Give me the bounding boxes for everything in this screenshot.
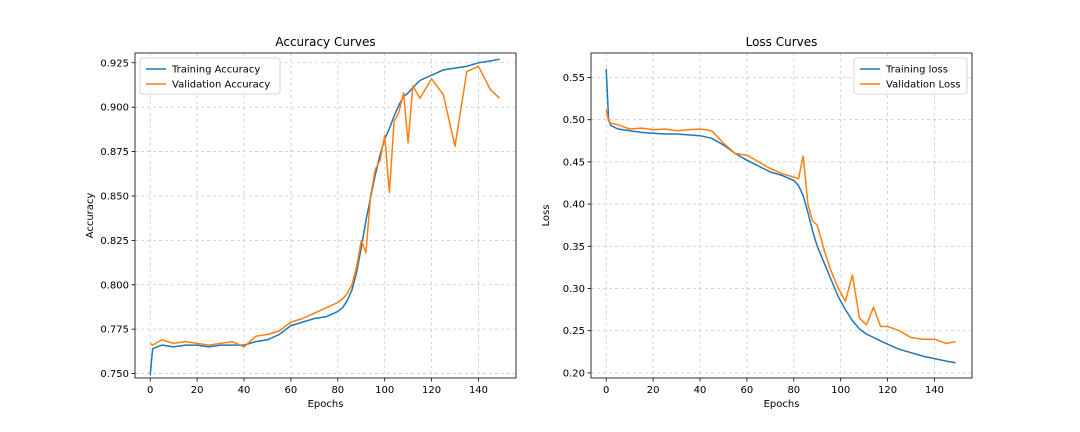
accuracy-y-tick-label: 0.850 [100, 191, 129, 202]
accuracy-y-tick-label: 0.925 [100, 58, 129, 69]
loss-y-tick-label: 0.55 [563, 73, 585, 84]
loss-x-tick-label: 40 [694, 385, 707, 396]
accuracy-x-tick-label: 40 [238, 385, 251, 396]
accuracy-x-tick-label: 140 [469, 385, 488, 396]
accuracy-x-tick-label: 120 [422, 385, 441, 396]
accuracy-y-tick-label: 0.875 [100, 147, 129, 158]
accuracy-legend-label: Validation Accuracy [172, 80, 270, 91]
accuracy-x-tick-label: 100 [375, 385, 394, 396]
accuracy-y-tick-label: 0.750 [100, 369, 129, 380]
loss-y-tick-label: 0.50 [563, 115, 585, 126]
accuracy-x-axis-label: Epochs [308, 399, 344, 410]
loss-x-tick-label: 20 [647, 385, 660, 396]
loss-x-axis-label: Epochs [764, 399, 800, 410]
accuracy-x-tick-label: 60 [285, 385, 298, 396]
loss-legend-label: Validation Loss [886, 80, 961, 91]
loss-x-tick-label: 60 [741, 385, 754, 396]
loss-x-tick-label: 140 [925, 385, 944, 396]
loss-series-training-line [605, 68, 956, 364]
loss-legend: Training loss Validation Loss [853, 57, 968, 95]
accuracy-legend-box [139, 57, 281, 95]
loss-axes-frame [590, 52, 973, 379]
loss-x-tick-label: 100 [831, 385, 850, 396]
accuracy-y-tick-label: 0.800 [100, 280, 129, 291]
loss-x-tick-label: 0 [603, 385, 609, 396]
accuracy-legend: Training Accuracy Validation Accuracy [139, 57, 281, 95]
accuracy-y-tick-label: 0.900 [100, 103, 129, 114]
loss-y-tick-label: 0.20 [563, 368, 585, 379]
accuracy-y-tick-label: 0.775 [100, 325, 129, 336]
loss-y-tick-label: 0.45 [563, 157, 585, 168]
accuracy-chart-title: Accuracy Curves [275, 35, 375, 49]
loss-y-tick-label: 0.25 [563, 326, 585, 337]
loss-y-tick-label: 0.35 [563, 242, 585, 253]
accuracy-series-training-line [149, 58, 500, 376]
loss-legend-box [853, 57, 968, 95]
accuracy-legend-label: Training Accuracy [171, 65, 260, 76]
accuracy-axes-frame [134, 52, 517, 379]
loss-x-tick-label: 120 [878, 385, 897, 396]
accuracy-x-tick-label: 80 [331, 385, 344, 396]
accuracy-series-validation-line [149, 65, 501, 348]
loss-legend-label: Training loss [885, 65, 948, 76]
loss-y-tick-label: 0.40 [563, 200, 585, 211]
loss-chart: 0 20 40 60 80 100 120 140 0.20 0.25 0.30 0.35 0.40 0.… [541, 35, 973, 410]
accuracy-y-tick-label: 0.825 [100, 236, 129, 247]
accuracy-chart: 0 20 40 60 80 100 120 140 0.750 0.775 0.800 0.825 0.… [85, 35, 517, 410]
accuracy-y-axis-label: Accuracy [85, 193, 96, 239]
accuracy-x-tick-label: 20 [191, 385, 204, 396]
loss-x-tick-label: 80 [787, 385, 800, 396]
accuracy-x-tick-label: 0 [147, 385, 153, 396]
loss-y-tick-label: 0.30 [563, 284, 585, 295]
loss-series-validation-line [605, 109, 956, 345]
loss-chart-title: Loss Curves [746, 35, 818, 49]
loss-y-axis-label: Loss [541, 205, 552, 227]
